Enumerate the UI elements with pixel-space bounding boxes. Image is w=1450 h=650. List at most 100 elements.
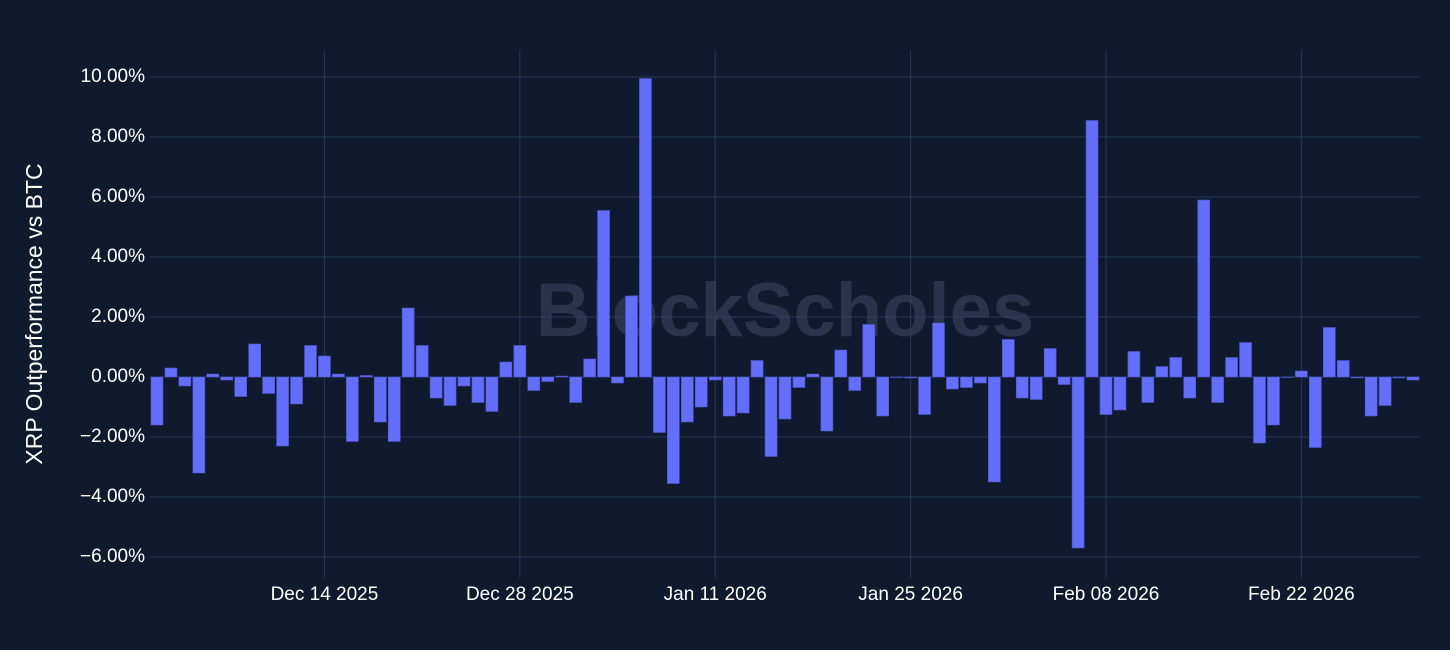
bar <box>653 376 666 433</box>
bar <box>820 376 834 432</box>
bar <box>1364 376 1378 417</box>
bar <box>1127 351 1141 378</box>
bar <box>988 376 1001 483</box>
x-tick-label: Jan 25 2026 <box>858 584 963 605</box>
bar <box>667 376 680 484</box>
bar <box>1099 376 1113 415</box>
bar <box>1322 327 1336 378</box>
bar <box>1043 348 1057 378</box>
bar <box>932 322 945 378</box>
y-tick-label: 6.00% <box>91 186 145 207</box>
bar <box>332 373 345 378</box>
bar <box>736 376 750 414</box>
bar <box>471 376 485 403</box>
y-tick-label: −6.00% <box>80 546 145 567</box>
bar <box>974 376 987 384</box>
bar <box>276 376 289 447</box>
bar <box>304 345 317 378</box>
bar <box>583 358 596 378</box>
bar <box>346 376 359 442</box>
bar <box>164 367 178 378</box>
bar <box>806 373 820 378</box>
y-tick-label: −2.00% <box>80 426 145 447</box>
bar <box>443 376 457 406</box>
bar <box>1239 342 1252 378</box>
bar <box>150 376 164 426</box>
bar <box>1392 376 1406 379</box>
bar <box>429 376 443 399</box>
bar <box>457 376 471 387</box>
bar <box>387 376 401 442</box>
bar <box>764 376 778 457</box>
x-tick-label: Feb 22 2026 <box>1248 584 1355 605</box>
bar <box>1057 376 1071 385</box>
bar <box>639 78 652 378</box>
bar <box>1295 370 1308 378</box>
bar <box>918 376 931 415</box>
bar <box>415 345 429 378</box>
bar <box>834 349 848 378</box>
bar <box>234 376 248 397</box>
bar <box>1169 357 1183 378</box>
bar <box>890 376 903 378</box>
bar <box>360 375 373 378</box>
bar <box>625 295 638 378</box>
bar <box>848 376 862 391</box>
bar <box>708 376 722 381</box>
bar <box>792 376 806 388</box>
bar <box>569 376 582 403</box>
bar <box>178 376 192 387</box>
bar <box>1001 339 1015 378</box>
bar <box>318 355 331 378</box>
bar <box>555 375 569 378</box>
bar <box>220 376 234 381</box>
bar <box>485 376 499 412</box>
bar <box>1406 376 1420 381</box>
bar <box>1113 376 1127 411</box>
bar <box>248 343 261 378</box>
x-tick-label: Feb 08 2026 <box>1053 584 1160 605</box>
bar <box>1155 366 1169 378</box>
bar <box>1183 376 1197 399</box>
y-tick-label: 10.00% <box>81 66 146 87</box>
y-tick-label: −4.00% <box>80 486 145 507</box>
bar <box>722 376 736 417</box>
bar <box>1267 376 1280 426</box>
bar <box>1141 376 1155 403</box>
bar <box>1211 376 1224 403</box>
y-tick-label: 8.00% <box>91 126 145 147</box>
bar <box>1350 376 1364 379</box>
x-tick-label: Dec 14 2025 <box>271 584 379 605</box>
bar <box>1071 376 1085 549</box>
bar <box>876 376 889 417</box>
bar <box>499 361 513 378</box>
bar <box>1281 376 1294 378</box>
bar <box>262 376 275 394</box>
bar <box>1015 376 1029 399</box>
x-tick-label: Jan 11 2026 <box>664 584 767 605</box>
bar <box>1085 120 1099 378</box>
bar <box>694 376 708 408</box>
bar <box>750 360 764 378</box>
x-tick-label: Dec 28 2025 <box>466 584 574 605</box>
bar <box>1197 199 1210 378</box>
bar <box>778 376 792 420</box>
bar <box>904 376 917 379</box>
watermark: BlockScholes <box>536 268 1034 353</box>
bar <box>681 376 694 423</box>
bar <box>946 376 959 390</box>
bar <box>862 324 876 378</box>
bar <box>1309 376 1322 448</box>
bar <box>401 307 415 378</box>
y-axis-label: XRP Outperformance vs BTC <box>21 163 47 464</box>
bar <box>1029 376 1043 400</box>
bar <box>1225 357 1238 378</box>
bar <box>373 376 387 423</box>
y-tick-label: 4.00% <box>91 246 145 267</box>
bar <box>541 376 555 382</box>
bar <box>1378 376 1392 406</box>
bar <box>960 376 973 388</box>
bar <box>513 345 527 378</box>
